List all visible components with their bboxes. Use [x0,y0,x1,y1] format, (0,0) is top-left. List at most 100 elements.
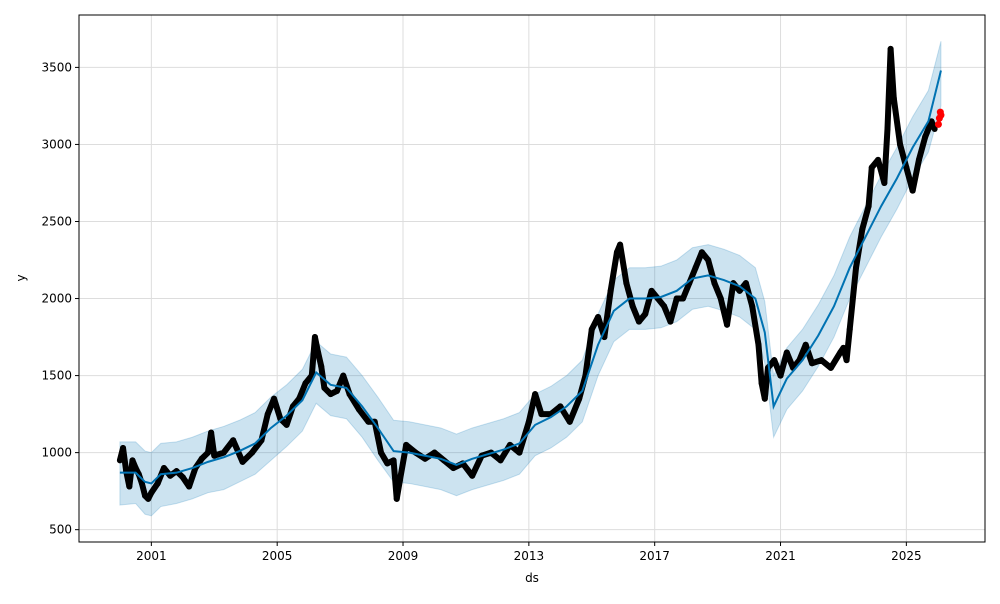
observed-point [132,465,139,472]
observed-point [742,280,749,287]
y-tick-label: 500 [49,523,72,537]
observed-point [868,164,875,171]
observed-point [635,318,642,325]
observed-point [890,95,897,102]
x-tick-label: 2009 [388,549,419,563]
observed-point [403,441,410,448]
observed-point [623,280,630,287]
observed-point [802,341,809,348]
observed-point [915,156,922,163]
y-tick-label: 1500 [41,369,72,383]
observed-point [327,391,334,398]
observed-point [846,326,853,333]
x-tick-label: 2001 [136,549,167,563]
y-tick-label: 2000 [41,292,72,306]
observed-point [138,480,145,487]
observed-point [648,287,655,294]
observed-point [315,349,322,356]
observed-point [837,349,844,356]
observed-point [818,357,825,364]
x-tick-label: 2013 [514,549,545,563]
observed-point [365,418,372,425]
y-axis: 500 1000 1500 2000 2500 3000 3500 [41,60,79,537]
observed-point [532,391,539,398]
observed-point [340,372,347,379]
x-tick-label: 2021 [765,549,796,563]
observed-point [840,344,847,351]
observed-point [283,421,290,428]
observed-point [249,449,256,456]
observed-point [875,156,882,163]
observed-point [783,349,790,356]
plot-frame [78,14,986,543]
y-tick-label: 3000 [41,137,72,151]
observed-point [576,395,583,402]
observed-point [321,384,328,391]
observed-point [271,395,278,402]
grid [79,15,985,542]
observed-point [378,449,384,456]
observed-point [865,203,872,210]
observed-point [355,406,362,413]
observed-point [264,411,271,418]
uncertainty-interval [119,41,942,517]
observed-point [881,179,888,186]
observed-point [296,395,303,402]
observed-point [422,455,429,462]
observed-point [843,357,850,364]
observed-point [333,387,340,394]
observed-point [393,495,400,502]
observed-point [680,295,686,302]
observed-point [613,249,620,256]
observed-point [629,303,636,310]
observed-point [129,457,136,464]
observed-point [179,474,186,481]
observed-point [884,126,891,133]
observed-point [673,295,680,302]
observed-point [661,303,668,310]
observed-point [928,118,935,125]
y-tick-label: 3500 [41,60,72,74]
observed-point [777,372,784,379]
observed-point [642,310,649,317]
observed-point [469,472,476,479]
observed-point [897,141,904,148]
observed-point [525,418,532,425]
observed-point [931,126,938,133]
observed-point [617,241,624,248]
observed-point [497,457,504,464]
x-tick-label: 2025 [891,549,922,563]
observed-point [853,264,860,271]
observed-point [717,295,724,302]
observed-point [711,280,718,287]
observed-point [318,363,325,370]
observed-point [588,326,595,333]
observed-point [516,449,523,456]
y-tick-label: 2500 [41,214,72,228]
observed-point [538,411,545,418]
observed-point [755,341,762,348]
observed-point [450,465,457,472]
observed-point [827,364,834,371]
observed-point [887,45,894,52]
highlighted-point [934,120,942,128]
observed-point [204,449,211,456]
observed-point [692,264,699,271]
y-tick-label: 1000 [41,446,72,460]
observed-point [135,471,142,478]
observed-point [724,321,731,328]
observed-point [771,357,778,364]
observed-point [208,429,215,436]
observed-point [749,303,756,310]
observed-point [390,457,397,464]
observed-point [211,452,218,459]
observed-point [396,477,403,484]
observed-point [126,483,133,490]
observed-point [239,458,246,465]
y-axis-label: y [14,274,28,281]
observed-point [808,360,815,367]
x-axis-label: ds [525,571,539,585]
observed-point [903,164,910,171]
observed-point [160,465,167,472]
